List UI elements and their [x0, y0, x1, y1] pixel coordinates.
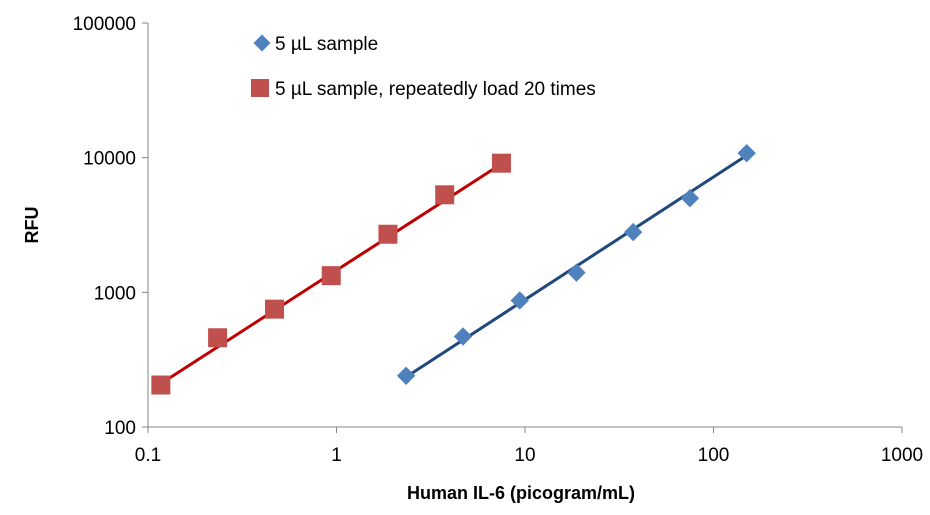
- legend-square-marker: [251, 79, 269, 97]
- data-point-square: [378, 224, 398, 244]
- series-2: [151, 153, 511, 395]
- y-tick-label: 100: [104, 418, 136, 439]
- data-point-square: [491, 153, 511, 173]
- data-point-square: [321, 266, 341, 286]
- x-tick-label: 1: [331, 445, 342, 466]
- data-point-diamond: [624, 222, 643, 242]
- x-ticks: 0.1 1 10 100 1000: [135, 427, 923, 466]
- x-tick-label: 100: [698, 445, 730, 466]
- y-ticks: 100 1000 10000 100000: [73, 14, 148, 439]
- data-point-square: [435, 185, 455, 205]
- series-layer: [151, 143, 756, 395]
- legend-item-5ul-sample: 5 µL sample: [253, 34, 378, 55]
- series-1: [396, 143, 756, 385]
- data-point-diamond: [396, 366, 416, 385]
- data-point-square: [265, 299, 285, 319]
- y-tick-label: 100000: [73, 14, 136, 35]
- x-tick-label: 10: [514, 445, 535, 466]
- legend-label-series-2: 5 µL sample, repeatedly load 20 times: [275, 79, 596, 100]
- data-point-diamond: [567, 263, 586, 282]
- plot-area: 100 1000 10000 100000 0.1 1 10 100 1000: [73, 14, 924, 466]
- data-point-square: [151, 375, 171, 395]
- data-point-square: [208, 328, 228, 348]
- data-point-diamond: [680, 189, 700, 208]
- data-point-diamond: [737, 143, 756, 163]
- legend: 5 µL sample 5 µL sample, repeatedly load…: [251, 34, 596, 100]
- data-point-diamond: [453, 327, 473, 346]
- y-tick-label: 10000: [83, 149, 136, 170]
- legend-item-repeated-load: 5 µL sample, repeatedly load 20 times: [251, 79, 596, 100]
- legend-diamond-marker: [253, 34, 271, 52]
- data-point-diamond: [510, 291, 529, 310]
- x-tick-label: 0.1: [135, 445, 161, 466]
- y-axis-title: RFU: [22, 207, 42, 244]
- legend-label-series-1: 5 µL sample: [275, 34, 378, 55]
- x-axis-title: Human IL-6 (picogram/mL): [407, 483, 635, 503]
- x-tick-label: 1000: [881, 445, 923, 466]
- y-tick-label: 1000: [94, 283, 136, 304]
